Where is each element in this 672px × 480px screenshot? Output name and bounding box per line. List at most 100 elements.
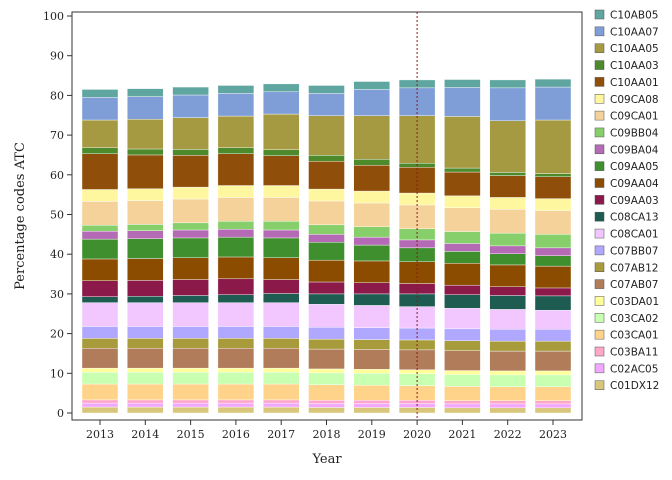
bar-segment-C03BA11-2023	[534, 400, 572, 405]
bar-segment-C09AA05-2017	[263, 237, 300, 258]
bar-segment-C03CA01-2021	[444, 386, 481, 401]
bar-segment-C10AA03-2023	[534, 173, 572, 177]
bar-segment-C08CA01-2017	[263, 302, 300, 327]
bar-segment-C03DA01-2014	[127, 367, 164, 373]
bar-segment-C09BA04-2019	[353, 236, 390, 246]
bar-segment-C09CA08-2017	[263, 185, 300, 198]
bar-segment-C07AB12-2022	[489, 340, 526, 352]
bar-segment-C10AA05-2020	[398, 115, 436, 164]
bar-segment-C09CA01-2022	[489, 209, 526, 234]
bar-segment-C09AA03-2022	[489, 286, 526, 296]
bar-segment-C10AA01-2016	[217, 153, 255, 186]
bar-segment-C03CA01-2018	[308, 384, 345, 401]
bar-segment-C09BB04-2019	[353, 226, 390, 238]
bar-segment-C07AB07-2016	[217, 348, 255, 369]
bar-segment-C09CA08-2020	[398, 192, 436, 206]
legend-label-C09BA04: C09BA04	[610, 144, 659, 156]
legend-label-C09CA01: C09CA01	[610, 111, 659, 123]
legend-swatch-C03CA02	[594, 313, 605, 323]
bar-segment-C07AB07-2014	[127, 348, 164, 369]
bar-segment-C09CA01-2021	[444, 207, 481, 232]
bar-segment-C10AA01-2013	[81, 153, 119, 190]
legend-swatch-C07AB07	[594, 279, 605, 289]
bar-segment-C10AA01-2015	[172, 155, 209, 188]
bar-segment-C07AB12-2013	[81, 338, 119, 349]
bar-segment-C07BB07-2021	[444, 328, 481, 341]
bar-segment-C02AC05-2018	[308, 403, 345, 408]
bar-segment-C09AA05-2016	[217, 236, 255, 258]
bar-segment-C10AB05-2021	[444, 79, 481, 88]
bar-segment-C09BB04-2023	[534, 234, 572, 249]
bar-segment-C03CA01-2022	[489, 386, 526, 401]
bar-segment-C02AC05-2023	[534, 403, 572, 409]
bar-segment-C10AB05-2019	[353, 81, 390, 90]
bar-segment-C08CA13-2013	[81, 296, 119, 303]
bar-segment-C10AA01-2014	[127, 154, 164, 189]
legend-label-C09AA03: C09AA03	[610, 195, 659, 207]
bar-segment-C03CA02-2017	[263, 371, 300, 385]
bar-segment-C08CA01-2021	[444, 307, 481, 330]
bar-segment-C10AB05-2016	[217, 85, 255, 94]
bar-segment-C03CA02-2013	[81, 371, 119, 385]
bar-segment-C09CA08-2022	[489, 197, 526, 210]
bar-segment-C03BA11-2019	[353, 400, 390, 404]
bar-segment-C03CA02-2019	[353, 373, 390, 386]
x-tick-label: 2022	[494, 428, 522, 441]
bar-segment-C09AA05-2013	[81, 238, 119, 260]
bar-segment-C10AA05-2019	[353, 115, 390, 160]
bar-segment-C09CA01-2017	[263, 197, 300, 222]
bar-segment-C03DA01-2015	[172, 367, 209, 373]
bar-segment-C03CA01-2019	[353, 385, 390, 401]
bar-segment-C07BB07-2023	[534, 329, 572, 342]
bar-segment-C09BA04-2015	[172, 229, 209, 239]
bar-segment-C08CA01-2016	[217, 302, 255, 327]
bar-segment-C10AA07-2018	[308, 93, 345, 116]
legend-label-C10AA05: C10AA05	[610, 43, 659, 55]
legend-swatch-C10AA05	[594, 43, 605, 53]
bar-segment-C03CA01-2013	[81, 383, 119, 401]
bar-segment-C10AB05-2018	[308, 85, 345, 94]
bar-segment-C07AB07-2013	[81, 348, 119, 369]
y-tick-label: 60	[50, 169, 64, 182]
bar-segment-C07AB12-2023	[534, 340, 572, 352]
bar-segment-C09AA03-2015	[172, 279, 209, 296]
bar-segment-C01DX12-2022	[489, 407, 526, 414]
bar-segment-C09AA03-2013	[81, 280, 119, 297]
bar-segment-C10AA05-2018	[308, 115, 345, 156]
bar-segment-C07AB12-2019	[353, 339, 390, 350]
legend-swatch-C03DA01	[594, 296, 605, 306]
bar-segment-C09CA08-2014	[127, 188, 164, 201]
bar-segment-C09AA04-2021	[444, 263, 481, 286]
x-tick-label: 2017	[267, 428, 295, 441]
bar-segment-C10AA03-2015	[172, 149, 209, 156]
y-tick-label: 80	[50, 89, 64, 102]
bar-segment-C09AA05-2019	[353, 244, 390, 262]
bar-segment-C03CA02-2018	[308, 372, 345, 386]
y-tick-label: 40	[50, 248, 64, 261]
bar-segment-C09BB04-2022	[489, 232, 526, 247]
bar-segment-C03CA02-2015	[172, 371, 209, 385]
bar-segment-C08CA01-2015	[172, 302, 209, 327]
bar-segment-C07AB07-2015	[172, 348, 209, 369]
bar-segment-C02AC05-2015	[172, 402, 209, 408]
bar-segment-C02AC05-2021	[444, 403, 481, 409]
bar-segment-C07BB07-2019	[353, 327, 390, 340]
bar-segment-C10AA03-2013	[81, 147, 119, 154]
bar-segment-C09CA08-2016	[217, 185, 255, 198]
legend-swatch-C10AA07	[594, 26, 605, 37]
x-axis: 2013 2014 2015 2016 2017 2018 2019 2020 2021 2022…	[86, 420, 567, 441]
bar-segment-C08CA13-2016	[217, 294, 255, 303]
legend-swatch-C10AA01	[594, 77, 605, 87]
bar-segment-C08CA01-2019	[353, 305, 390, 328]
bar-segment-C10AA01-2019	[353, 165, 390, 192]
bar-segment-C09AA05-2023	[534, 255, 572, 267]
x-tick-label: 2013	[86, 428, 114, 441]
bar-segment-C02AC05-2022	[489, 403, 526, 409]
bar-segment-C08CA13-2021	[444, 294, 481, 309]
bar-segment-C10AA03-2022	[489, 172, 526, 176]
bar-segment-C07AB07-2017	[263, 348, 300, 369]
bar-segment-C10AB05-2013	[81, 89, 119, 98]
bar-segment-C10AB05-2023	[534, 78, 572, 88]
bar-segment-C01DX12-2013	[81, 406, 119, 414]
